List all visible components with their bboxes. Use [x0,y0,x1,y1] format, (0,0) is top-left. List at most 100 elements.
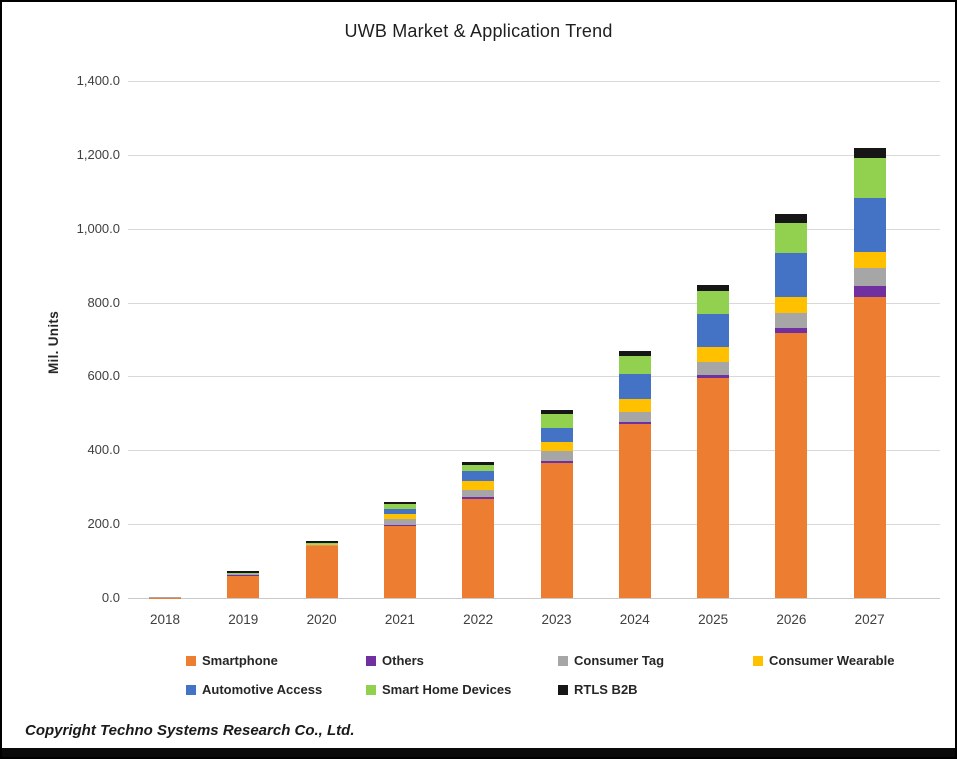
gridline-1,000.0 [128,228,940,230]
y-tick-label: 1,000.0 [76,220,120,236]
copyright-text: Copyright Techno Systems Research Co., L… [25,722,355,739]
segment-consumer-tag-2022 [462,490,495,497]
gridline-1,400.0 [128,81,940,82]
segment-rtls-b2b-2020 [305,541,338,544]
legend-swatch-rtls-b2b [558,684,568,695]
bar-2022 [462,462,495,598]
segment-consumer-tag-2018 [149,596,181,598]
legend-item-rtls-b2b: RTLS B2B [558,682,638,697]
segment-consumer-wearable-2021 [383,513,416,519]
legend-label-automotive-access: Automotive Access [202,682,323,697]
segment-others-2021 [383,525,416,526]
y-tick-label: 1,400.0 [76,73,120,88]
bar-2021 [383,502,416,598]
segment-rtls-b2b-2024 [618,350,651,357]
segment-consumer-wearable-2024 [618,398,651,412]
gridline-1,200.0 [128,154,940,156]
legend-label-smart-home-devices: Smart Home Devices [382,682,512,697]
segment-others-2022 [462,496,495,499]
segment-smart-home-devices-2023 [540,414,573,428]
segment-others-2026 [775,328,808,334]
bar-2018 [149,596,181,598]
x-tick-label-2026: 2026 [776,612,807,627]
x-tick-label-2019: 2019 [228,612,259,627]
x-tick-label-2023: 2023 [541,612,572,627]
segment-smartphone-2026 [775,333,808,598]
segment-consumer-wearable-2020 [305,544,338,545]
segment-smart-home-devices-2025 [697,291,730,315]
segment-rtls-b2b-2021 [383,502,416,504]
legend-swatch-consumer-wearable [753,655,763,666]
y-tick-label: 0.0 [101,590,120,605]
segment-others-2023 [540,461,573,464]
gridline-0.0 [128,598,940,599]
segment-automotive-access-2021 [383,508,416,514]
segment-automotive-access-2023 [540,427,573,443]
segment-smartphone-2019 [227,575,260,598]
legend-item-smart-home-devices: Smart Home Devices [366,682,511,697]
bar-2026 [775,213,808,598]
segment-automotive-access-2025 [697,314,730,347]
segment-smart-home-devices-2026 [775,222,808,254]
segment-smartphone-2027 [853,296,886,598]
x-tick-label-2027: 2027 [854,612,885,627]
segment-automotive-access-2027 [853,198,886,252]
segment-others-2027 [853,285,886,297]
segment-smartphone-2023 [540,463,573,598]
y-tick-label: 400.0 [87,442,120,458]
gridline-200.0 [128,524,940,526]
x-tick-label-2021: 2021 [384,612,415,627]
segment-others-2025 [697,374,730,379]
bar-2020 [305,541,338,598]
segment-smartphone-2025 [697,378,730,598]
segment-consumer-tag-2027 [853,268,886,286]
segment-consumer-tag-2023 [540,451,573,462]
legend-item-automotive-access: Automotive Access [186,682,322,697]
legend-label-rtls-b2b: RTLS B2B [574,682,638,697]
x-tick-label-2022: 2022 [463,612,494,627]
chart-title: UWB Market & Application Trend [344,21,613,41]
segment-rtls-b2b-2022 [462,462,495,465]
x-tick-label-2025: 2025 [698,612,729,627]
segment-consumer-tag-2021 [383,518,416,526]
segment-consumer-tag-2024 [618,411,651,423]
legend-swatch-smartphone [186,655,196,666]
segment-automotive-access-2026 [775,253,808,297]
segment-smart-home-devices-2024 [618,356,651,375]
y-tick-label: 600.0 [87,368,120,384]
legend-item-others: Others [366,653,424,668]
legend-label-consumer-tag: Consumer Tag [574,653,665,668]
segment-consumer-tag-2025 [697,362,730,375]
segment-smartphone-2024 [618,424,651,598]
legend-swatch-smart-home-devices [366,684,376,695]
x-tick-label-2018: 2018 [149,612,181,627]
segment-smartphone-2020 [305,546,338,598]
legend-label-smartphone: Smartphone [202,653,278,668]
segment-consumer-wearable-2022 [462,481,495,491]
y-tick-label: 1,200.0 [76,146,120,162]
bar-2023 [540,410,573,598]
segment-consumer-tag-2019 [227,574,260,576]
segment-rtls-b2b-2026 [775,213,808,223]
segment-smartphone-2022 [462,498,495,598]
segment-smart-home-devices-2022 [462,464,495,472]
gridline-600.0 [128,376,940,378]
gridline-800.0 [128,302,940,304]
segment-automotive-access-2024 [618,374,651,399]
segment-rtls-b2b-2019 [227,571,260,574]
legend-item-smartphone: Smartphone [186,653,278,668]
x-tick-label-2024: 2024 [619,612,650,627]
segment-rtls-b2b-2027 [853,148,886,159]
legend-swatch-automotive-access [186,684,196,695]
segment-smart-home-devices-2021 [383,503,416,509]
y-tick-label: 200.0 [87,516,120,532]
segment-consumer-wearable-2027 [853,251,886,269]
segment-automotive-access-2022 [462,471,495,482]
segment-smart-home-devices-2027 [853,158,886,199]
segment-consumer-wearable-2023 [540,442,573,452]
segment-rtls-b2b-2025 [697,285,730,292]
segment-consumer-tag-2020 [305,544,338,546]
segment-consumer-wearable-2026 [775,296,808,314]
